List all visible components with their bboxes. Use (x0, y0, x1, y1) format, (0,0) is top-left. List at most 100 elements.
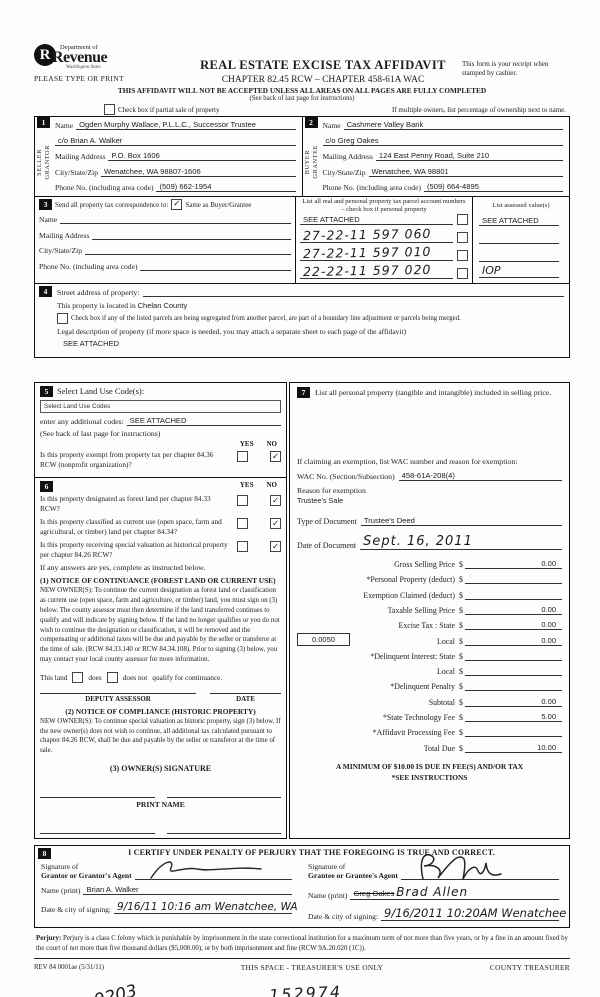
segregated-checkbox[interactable] (57, 313, 68, 325)
grantor-signature-field[interactable] (134, 861, 292, 881)
owner-print-name-line-2[interactable] (166, 823, 281, 834)
doc-date-field[interactable]: Sept. 16, 2011 (363, 533, 473, 549)
this-land-label: This land (40, 672, 68, 682)
historical-no-checkbox[interactable]: ✓ (270, 541, 281, 553)
partial-sale-label: Check box if partial sale of property (118, 105, 220, 114)
land-does-not-checkbox[interactable] (106, 671, 118, 683)
corr-name-field[interactable] (60, 214, 291, 224)
affidavit-processing-fee-value[interactable] (464, 727, 562, 738)
wac-number-field[interactable]: 458-61A-208(4) (398, 471, 562, 481)
parcel-row-3[interactable]: 27-22-11 597 010 (302, 244, 432, 262)
grantor-side-label: GRANTOR (44, 144, 51, 180)
doc-type-field[interactable]: Trustee's Deed (360, 516, 562, 526)
seller-citystatezip-field[interactable]: Wenatchee, WA 98807-1606 (101, 167, 296, 177)
parcel-3-personal-checkbox[interactable] (457, 250, 468, 262)
exemption-claimed-value[interactable] (464, 590, 562, 600)
grantor-date-city-label: Date & city of signing: (41, 905, 112, 915)
buyer-address-field[interactable]: 124 East Penny Road, Suite 210 (375, 151, 563, 161)
assessed-row-3[interactable] (479, 252, 559, 263)
notice-continuance-title: (1) NOTICE OF CONTINUANCE (FOREST LAND O… (40, 576, 276, 586)
parcel-1-personal-checkbox[interactable] (457, 214, 468, 226)
stamp-number-left: 9203 (92, 981, 140, 997)
same-as-buyer-checkbox[interactable]: ✓ (171, 199, 183, 210)
forest-no-checkbox[interactable]: ✓ (270, 495, 281, 507)
seller-side-label: SELLER (36, 148, 43, 176)
delinquent-penalty-label: *Delinquent Penalty (390, 682, 455, 692)
delinquent-interest-local-value[interactable] (464, 666, 562, 677)
grantee-date-city-field[interactable]: 9/16/2011 10:20AM Wenatchee (384, 906, 567, 921)
corr-phone-field[interactable] (140, 261, 291, 271)
grantee-name-print-field[interactable]: Brad Allen (396, 885, 469, 900)
parcel-4-personal-checkbox[interactable] (457, 268, 468, 280)
perjury-label: Perjury: (36, 935, 62, 943)
seller-name-field[interactable]: Ogden Murphy Wallace, P.L.L.C., Successo… (76, 120, 296, 130)
grantee-signature-field[interactable] (400, 854, 559, 881)
wac-number-label: WAC No. (Section/Subsection) (297, 471, 395, 481)
minimum-due-note: A MINIMUM OF $10.00 IS DUE IN FEE(S) AND… (335, 761, 524, 771)
parcel-row-1[interactable]: SEE ATTACHED (300, 215, 453, 226)
reason-exemption-value[interactable]: Trustee's Sale (297, 495, 344, 505)
owner-signature-line-2[interactable] (166, 787, 281, 798)
dept-of-revenue-logo: R Department of Revenue Washington State… (34, 44, 184, 83)
street-address-field[interactable] (142, 287, 564, 298)
subtotal-value[interactable]: 0.00 (464, 697, 562, 707)
personal-property-deduct-label: *Personal Property (deduct) (366, 575, 455, 585)
corr-address-field[interactable] (92, 230, 291, 240)
deputy-assessor-signature-line[interactable]: DEPUTY ASSESSOR (40, 692, 197, 703)
buyer-careof-field[interactable]: c/o Greg Oakes (322, 136, 563, 146)
delinquent-interest-state-value[interactable] (464, 651, 562, 661)
partial-sale-checkbox[interactable] (104, 104, 115, 115)
land-use-title: Select Land Use Code(s): (57, 386, 145, 397)
buyer-citystatezip-field[interactable]: Wenatchee, WA 98801 (368, 167, 563, 177)
corr-citystatezip-field[interactable] (85, 245, 291, 255)
section-6-badge: 6 (40, 481, 53, 493)
doc-date-label: Date of Document (297, 540, 357, 550)
assessed-row-2[interactable] (479, 234, 559, 245)
seller-phone-field[interactable]: (509) 662-1954 (156, 182, 296, 192)
personal-property-deduct-value[interactable] (464, 574, 562, 585)
delinquent-interest-local-label: Local (437, 667, 455, 677)
owner-print-name-line-1[interactable] (40, 823, 155, 834)
logo-department-text: Department of (60, 44, 98, 51)
total-due-value[interactable]: 10.00 (464, 743, 562, 753)
additional-codes-field[interactable]: SEE ATTACHED (126, 416, 281, 427)
legal-description-value[interactable]: SEE ATTACHED (63, 339, 119, 349)
sec5-no-header: NO (266, 440, 278, 449)
certify-statement: I CERTIFY UNDER PENALTY OF PERJURY THAT … (128, 847, 495, 857)
assessed-row-1[interactable]: SEE ATTACHED (479, 216, 559, 227)
see-instructions-note: *SEE INSTRUCTIONS (391, 772, 468, 782)
delinquent-penalty-value[interactable] (464, 681, 562, 692)
forest-yes-checkbox[interactable] (237, 495, 248, 507)
excise-tax-state-value[interactable]: 0.00 (464, 620, 562, 631)
historical-yes-checkbox[interactable] (237, 541, 248, 553)
owner-signature-line-1[interactable] (40, 787, 155, 798)
current-use-yes-checkbox[interactable] (237, 518, 248, 530)
seller-careof-field[interactable]: c/o Brian A. Walker (55, 136, 296, 146)
assessed-row-4[interactable]: IOP (482, 264, 501, 278)
county-value[interactable]: Chelan County (137, 301, 188, 311)
local-rate-box: 0.0050 (297, 632, 350, 646)
land-does-checkbox[interactable] (72, 671, 84, 683)
parcel-2-personal-checkbox[interactable] (457, 232, 468, 244)
deputy-assessor-date-line[interactable]: DATE (210, 692, 281, 703)
current-use-no-checkbox[interactable]: ✓ (270, 518, 281, 530)
buyer-address-label: Mailing Address (322, 152, 373, 161)
buyer-phone-field[interactable]: (509) 664-4895 (423, 182, 563, 192)
excise-tax-local-value[interactable]: 0.00 (464, 636, 562, 646)
qualify-label: qualify for continuance. (152, 672, 223, 682)
seller-address-field[interactable]: P.O. Box 1606 (108, 151, 296, 161)
state-technology-fee-value[interactable]: 5.00 (464, 712, 562, 723)
section-1-badge: 1 (37, 117, 50, 128)
gross-selling-price-value[interactable]: 0.00 (464, 559, 562, 570)
buyer-name-field[interactable]: Cashmere Valley Bank (343, 120, 563, 130)
county-treasurer-label: COUNTY TREASURER (489, 963, 570, 973)
parcel-row-4[interactable]: 22-22-11 597 020 (302, 262, 432, 280)
exempt-yes-checkbox[interactable] (237, 451, 248, 463)
taxable-selling-price-value[interactable]: 0.00 (464, 605, 562, 615)
grantor-name-print-field[interactable]: Brian A. Walker (83, 885, 292, 896)
total-due-label: Total Due (423, 743, 455, 753)
exempt-no-checkbox[interactable]: ✓ (270, 451, 281, 463)
grantor-date-city-field[interactable]: 9/16/11 10:16 am Wenatchee, WA (117, 901, 298, 914)
parcel-row-2[interactable]: 27-22-11 597 060 (302, 226, 432, 244)
land-use-select[interactable]: Select Land Use Codes (40, 400, 281, 414)
